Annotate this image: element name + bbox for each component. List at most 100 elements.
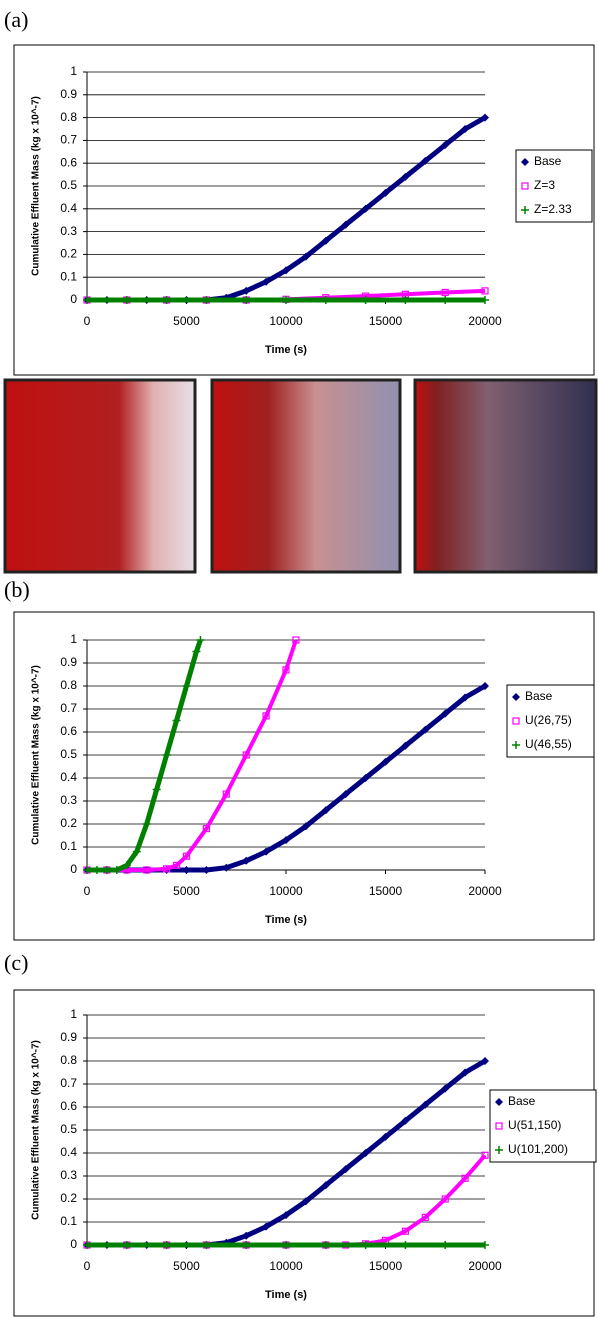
y-tick-label: 0.4: [60, 201, 77, 215]
marker: [401, 172, 410, 181]
marker: [341, 1165, 350, 1174]
x-tick-label: 10000: [269, 1259, 303, 1273]
marker: [381, 1132, 390, 1141]
marker: [321, 296, 330, 304]
marker: [481, 296, 489, 304]
marker: [461, 1068, 470, 1077]
marker: [152, 785, 161, 794]
y-tick-label: 0.1: [60, 1214, 77, 1228]
legend-label: Base: [525, 689, 553, 703]
marker: [495, 1122, 503, 1130]
y-tick-label: 0.3: [60, 793, 77, 807]
marker: [512, 741, 520, 749]
marker: [495, 1146, 503, 1154]
marker: [401, 1227, 409, 1235]
y-tick-label: 0.2: [60, 1191, 77, 1205]
x-tick-label: 20000: [468, 884, 502, 898]
marker: [301, 252, 310, 261]
marker: [282, 836, 290, 845]
marker: [441, 288, 449, 297]
marker: [242, 286, 251, 295]
image-panel: [3, 378, 197, 574]
marker: [441, 140, 450, 149]
y-tick-label: 0.6: [60, 1099, 77, 1113]
marker: [202, 866, 211, 874]
x-tick-label: 0: [84, 314, 91, 328]
marker: [122, 1241, 131, 1249]
marker: [162, 751, 171, 759]
marker: [441, 1084, 450, 1093]
y-tick-label: 0.3: [60, 1168, 77, 1182]
marker: [242, 1231, 251, 1240]
x-tick-label: 20000: [468, 314, 502, 328]
marker: [401, 1241, 410, 1249]
panel-label: (c): [4, 950, 28, 975]
marker: [301, 1197, 310, 1206]
marker: [521, 182, 529, 190]
marker: [202, 1241, 211, 1249]
y-tick-label: 0: [70, 292, 77, 306]
marker: [172, 861, 181, 870]
image-panel: [210, 378, 402, 574]
x-tick-label: 0: [84, 884, 91, 898]
x-tick-label: 0: [84, 1259, 91, 1273]
marker: [242, 1241, 251, 1249]
x-tick-label: 5000: [173, 884, 200, 898]
y-tick-label: 0.8: [60, 678, 77, 692]
y-tick-label: 0.5: [60, 178, 77, 192]
x-tick-label: 15000: [369, 1259, 403, 1273]
marker: [481, 113, 489, 122]
legend-label: Base: [534, 154, 562, 168]
y-tick-label: 0.6: [60, 724, 77, 738]
y-tick-label: 0.4: [60, 770, 77, 784]
y-tick-label: 0.3: [60, 224, 77, 238]
marker: [441, 709, 450, 718]
x-tick-label: 20000: [468, 1259, 502, 1273]
y-tick-label: 0.2: [60, 247, 77, 261]
marker: [142, 820, 151, 828]
y-tick-label: 0.1: [60, 839, 77, 853]
marker: [262, 1222, 271, 1231]
legend-label: U(26,75): [525, 713, 572, 727]
marker: [162, 296, 171, 304]
marker: [132, 847, 141, 856]
y-tick-label: 0.7: [60, 133, 77, 147]
marker: [521, 158, 529, 166]
marker: [421, 1100, 430, 1109]
marker: [182, 852, 191, 860]
panel-label: (b): [4, 577, 30, 602]
marker: [361, 1241, 370, 1249]
marker: [122, 861, 131, 870]
marker: [341, 220, 350, 229]
marker: [441, 1241, 450, 1249]
marker: [162, 1241, 171, 1249]
marker: [202, 296, 211, 304]
marker: [361, 1149, 370, 1157]
y-tick-label: 0.1: [60, 269, 77, 283]
x-tick-label: 15000: [369, 884, 403, 898]
marker: [282, 666, 290, 674]
marker: [521, 206, 529, 214]
series-line: [87, 639, 298, 872]
marker: [361, 774, 370, 782]
image-panel: [413, 378, 598, 574]
marker: [143, 866, 151, 874]
marker: [495, 1098, 503, 1106]
marker: [321, 236, 330, 245]
y-tick-label: 0.7: [60, 1076, 77, 1090]
x-tick-label: 10000: [269, 884, 303, 898]
marker: [321, 1181, 330, 1190]
y-tick-label: 0.5: [60, 747, 77, 761]
marker: [361, 296, 370, 304]
y-tick-label: 0.9: [60, 655, 77, 669]
x-axis-title: Time (s): [265, 914, 307, 926]
y-tick-label: 0.9: [60, 1030, 77, 1044]
marker: [481, 1151, 489, 1159]
chart-frame: [13, 611, 595, 941]
y-tick-label: 0.9: [60, 87, 77, 101]
marker: [321, 806, 330, 815]
marker: [292, 636, 300, 644]
marker: [401, 1116, 410, 1125]
panel-label: (a): [4, 7, 28, 32]
marker: [301, 822, 310, 831]
